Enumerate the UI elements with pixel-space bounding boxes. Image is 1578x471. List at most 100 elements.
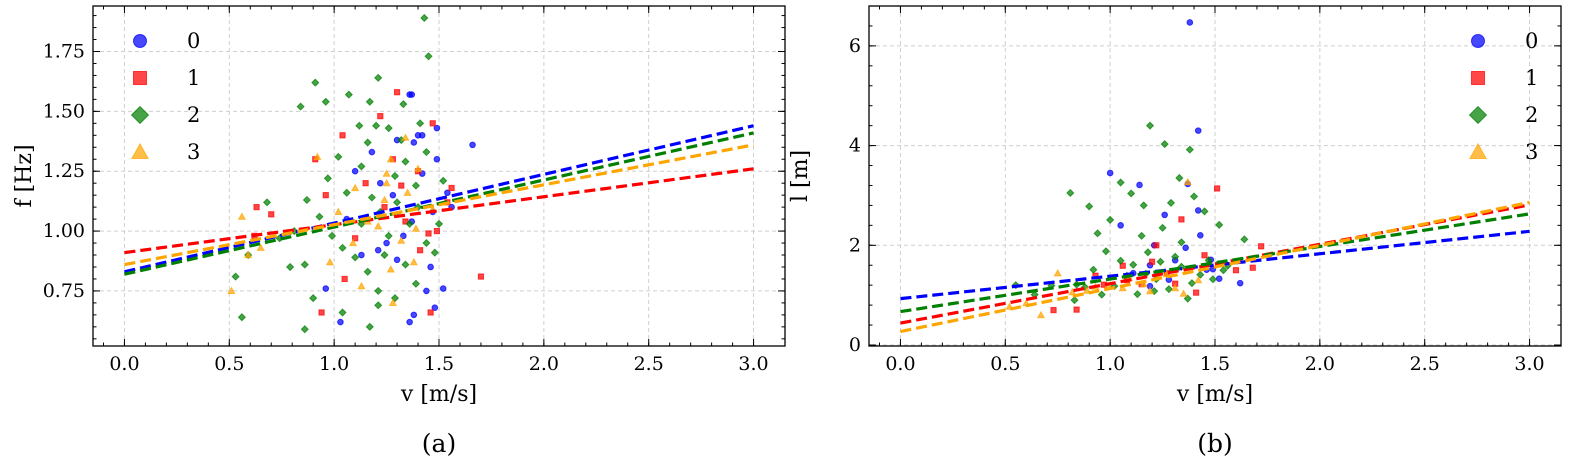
- x-tick-label-0: 0.0: [885, 353, 915, 375]
- fit-line-series-2: [900, 212, 1530, 314]
- point-series-2-30: [390, 171, 400, 181]
- point-series-2-7: [321, 97, 330, 106]
- point-series-3-23: [411, 224, 421, 232]
- point-series-0-16: [383, 239, 390, 247]
- point-series-1-0: [1213, 185, 1221, 192]
- point-series-0-3: [1136, 181, 1143, 189]
- point-series-0-1: [1194, 127, 1202, 134]
- y-tick-label-1: 2: [849, 234, 861, 256]
- panel-b-scatter-plot: 0.0 0.5 1.0 1.5 2.0 2.5 3.0 0 2 4 6 v [m/s] l [m] (b)…: [788, 5, 1562, 458]
- point-series-2-42: [1129, 260, 1138, 269]
- grid: [869, 6, 1561, 346]
- point-series-2-44: [1177, 238, 1186, 247]
- data-layer: [900, 19, 1530, 334]
- point-series-2-49: [430, 248, 439, 257]
- point-series-2-23: [365, 322, 374, 331]
- point-series-3-20: [388, 298, 397, 307]
- point-series-2-7: [1066, 188, 1075, 198]
- point-series-2-16: [1219, 266, 1228, 275]
- point-series-2-27: [1089, 265, 1098, 274]
- point-series-2-34: [302, 195, 311, 205]
- point-series-1-5: [1153, 242, 1160, 249]
- x-tick-label-5: 2.5: [1410, 353, 1440, 375]
- point-series-2-5: [1127, 189, 1136, 198]
- point-series-2-24: [374, 301, 383, 310]
- legend: 0 1 2 3: [130, 29, 200, 164]
- point-series-0-11: [444, 189, 451, 197]
- point-series-1-8: [1073, 306, 1080, 313]
- point-series-2-21: [309, 294, 318, 303]
- series-0-points: [1106, 19, 1244, 290]
- point-series-3-0: [227, 286, 236, 295]
- point-series-3-1: [1053, 268, 1062, 277]
- point-series-3-10: [1139, 279, 1148, 288]
- point-series-2-2: [1185, 145, 1194, 154]
- point-series-0-0: [1186, 19, 1194, 26]
- point-series-1-17: [1148, 258, 1156, 265]
- panel-label: (a): [422, 429, 456, 458]
- point-series-2-1: [424, 52, 433, 61]
- point-series-1-9: [1050, 307, 1057, 314]
- point-series-3-13: [1194, 275, 1203, 284]
- panel-a-scatter-plot: 0.0 0.5 1.0 1.5 2.0 2.5 3.0 0.75 1.00 1.25 1.50 1.7…: [12, 5, 786, 458]
- point-series-2-5: [344, 90, 353, 99]
- legend-label-1: 1: [1525, 66, 1538, 90]
- point-series-2-44: [351, 253, 360, 262]
- point-series-2-14: [1215, 220, 1224, 229]
- legend: 0 1 2 3: [1468, 29, 1538, 164]
- point-series-0-15: [400, 232, 407, 240]
- point-series-0-27: [351, 167, 359, 175]
- point-series-0-29: [389, 191, 397, 199]
- point-series-2-19: [1164, 285, 1173, 294]
- x-tick-label-3: 1.5: [1200, 353, 1230, 375]
- point-series-2-53: [401, 157, 410, 166]
- legend-item-2: 2: [130, 103, 200, 127]
- point-series-2-4: [365, 97, 374, 106]
- point-series-2-36: [338, 243, 347, 252]
- point-series-3-3: [237, 212, 246, 220]
- point-series-3-6: [401, 133, 410, 141]
- point-series-3-7: [413, 164, 423, 172]
- point-series-2-45: [327, 231, 337, 240]
- point-series-2-39: [405, 219, 414, 228]
- point-series-2-39: [1137, 231, 1146, 240]
- point-series-2-32: [323, 174, 332, 183]
- point-series-2-20: [1133, 290, 1142, 299]
- point-series-1-7: [427, 309, 434, 316]
- point-series-0-5: [414, 131, 422, 139]
- legend-item-0: 0: [133, 29, 200, 53]
- point-series-2-26: [411, 279, 421, 288]
- point-series-2-8: [1085, 202, 1094, 211]
- legend-label-2: 2: [187, 103, 200, 127]
- point-series-2-6: [296, 102, 305, 111]
- legend-label-0: 0: [1525, 29, 1538, 53]
- y-tick-label-1: 1.00: [43, 220, 85, 242]
- point-series-1-13: [425, 230, 432, 237]
- point-series-2-37: [363, 267, 372, 276]
- point-series-2-43: [367, 193, 376, 202]
- point-series-0-23: [410, 311, 418, 319]
- point-series-2-16: [262, 198, 272, 207]
- fit-line-series-0: [124, 124, 754, 274]
- point-series-2-41: [392, 198, 402, 207]
- point-series-2-8: [399, 100, 408, 109]
- legend-marker-1: [1471, 71, 1485, 85]
- point-series-1-12: [433, 227, 441, 235]
- point-series-1-21: [322, 192, 329, 199]
- point-series-2-35: [1196, 270, 1205, 279]
- x-axis-label: v [m/s]: [1176, 382, 1253, 407]
- x-tick-label-6: 3.0: [1514, 353, 1544, 375]
- data-layer: [124, 13, 754, 334]
- point-series-1-19: [417, 247, 424, 254]
- point-series-1-20: [352, 235, 359, 242]
- point-series-2-57: [355, 121, 364, 130]
- point-series-0-15: [1117, 222, 1124, 229]
- point-series-2-21: [1097, 290, 1106, 299]
- point-series-0-28: [368, 148, 376, 156]
- point-series-1-1: [393, 89, 401, 96]
- point-series-2-2: [311, 78, 320, 87]
- point-series-3-1: [244, 250, 253, 259]
- point-series-1-15: [381, 204, 388, 211]
- legend-label-3: 3: [1525, 140, 1538, 164]
- point-series-0-17: [374, 246, 382, 254]
